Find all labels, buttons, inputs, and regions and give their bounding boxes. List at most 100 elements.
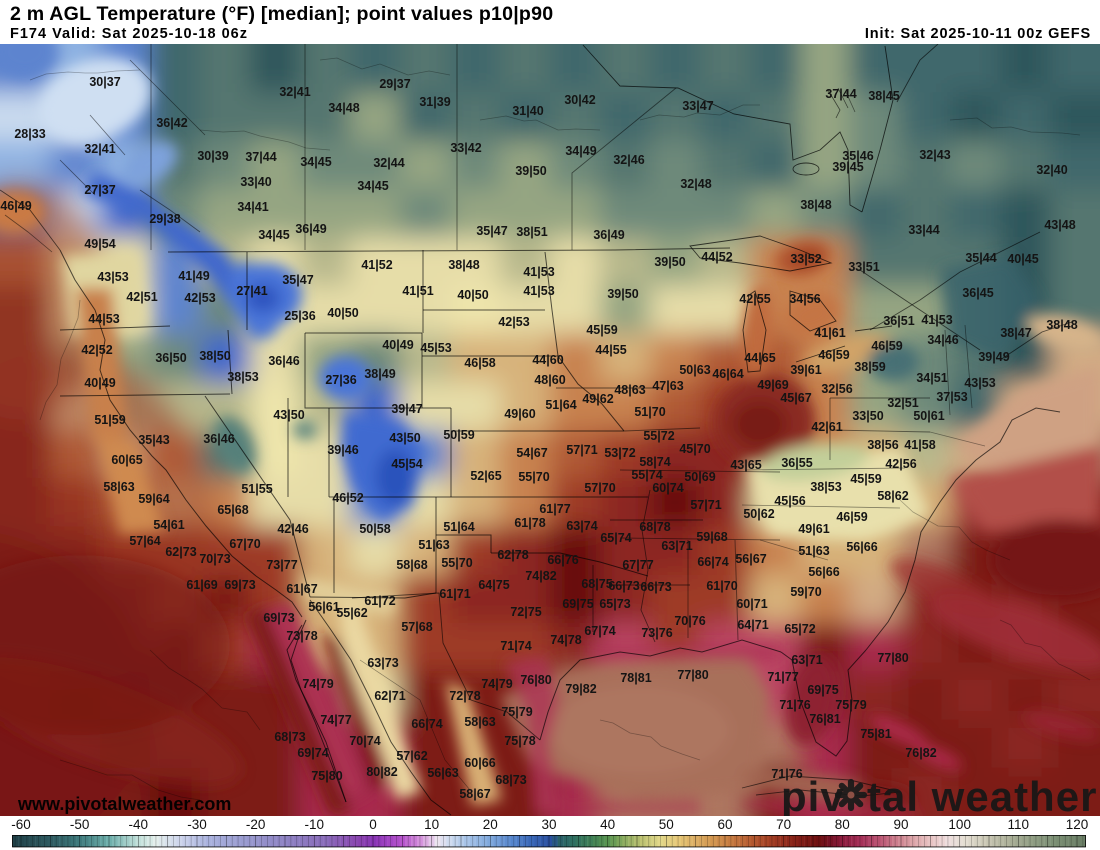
svg-text:37|53: 37|53 <box>936 390 967 404</box>
svg-text:46|52: 46|52 <box>332 491 363 505</box>
svg-text:67|74: 67|74 <box>584 624 615 638</box>
svg-text:42|53: 42|53 <box>184 291 215 305</box>
svg-text:59|70: 59|70 <box>790 585 821 599</box>
svg-text:74|78: 74|78 <box>550 633 581 647</box>
svg-text:57|71: 57|71 <box>690 498 721 512</box>
svg-text:74|82: 74|82 <box>525 569 556 583</box>
svg-text:74|77: 74|77 <box>320 713 351 727</box>
svg-text:34|48: 34|48 <box>328 101 359 115</box>
svg-text:46|58: 46|58 <box>464 356 495 370</box>
svg-text:50|59: 50|59 <box>443 428 474 442</box>
svg-text:43|53: 43|53 <box>97 270 128 284</box>
svg-text:36|45: 36|45 <box>962 286 993 300</box>
svg-text:72|78: 72|78 <box>449 689 480 703</box>
svg-text:30|39: 30|39 <box>197 149 228 163</box>
svg-text:32|51: 32|51 <box>887 396 918 410</box>
svg-text:52|65: 52|65 <box>470 469 501 483</box>
svg-text:44|65: 44|65 <box>744 351 775 365</box>
svg-text:50|62: 50|62 <box>743 507 774 521</box>
svg-text:42|61: 42|61 <box>811 420 842 434</box>
svg-text:55|62: 55|62 <box>336 606 367 620</box>
svg-text:38|48: 38|48 <box>1046 318 1077 332</box>
svg-text:34|45: 34|45 <box>258 228 289 242</box>
svg-text:67|77: 67|77 <box>622 558 653 572</box>
svg-text:34|45: 34|45 <box>357 179 388 193</box>
svg-text:36|49: 36|49 <box>593 228 624 242</box>
svg-text:39|45: 39|45 <box>832 160 863 174</box>
svg-text:69|75: 69|75 <box>807 683 838 697</box>
svg-text:75|80: 75|80 <box>311 769 342 783</box>
svg-text:42|56: 42|56 <box>885 457 916 471</box>
svg-text:38|51: 38|51 <box>516 225 547 239</box>
svg-text:40|50: 40|50 <box>327 306 358 320</box>
svg-text:38|45: 38|45 <box>868 89 899 103</box>
svg-text:76|81: 76|81 <box>809 712 840 726</box>
svg-text:63|73: 63|73 <box>367 656 398 670</box>
svg-text:51|59: 51|59 <box>94 413 125 427</box>
svg-text:46|59: 46|59 <box>836 510 867 524</box>
svg-text:59|68: 59|68 <box>696 530 727 544</box>
svg-text:46|59: 46|59 <box>871 339 902 353</box>
svg-text:49|60: 49|60 <box>504 407 535 421</box>
svg-text:45|56: 45|56 <box>774 494 805 508</box>
svg-text:41|49: 41|49 <box>178 269 209 283</box>
svg-text:36|42: 36|42 <box>156 116 187 130</box>
svg-text:57|62: 57|62 <box>396 749 427 763</box>
svg-text:32|56: 32|56 <box>821 382 852 396</box>
svg-text:68|73: 68|73 <box>274 730 305 744</box>
svg-text:tal weather: tal weather <box>867 773 1097 816</box>
svg-text:43|48: 43|48 <box>1044 218 1075 232</box>
svg-text:51|64: 51|64 <box>443 520 474 534</box>
svg-text:65|74: 65|74 <box>600 531 631 545</box>
svg-text:38|47: 38|47 <box>1000 326 1031 340</box>
svg-text:46|59: 46|59 <box>818 348 849 362</box>
svg-text:42|53: 42|53 <box>498 315 529 329</box>
svg-text:42|51: 42|51 <box>126 290 157 304</box>
svg-text:42|46: 42|46 <box>277 522 308 536</box>
svg-text:34|45: 34|45 <box>300 155 331 169</box>
svg-text:53|72: 53|72 <box>604 446 635 460</box>
svg-text:40|50: 40|50 <box>457 288 488 302</box>
svg-text:62|71: 62|71 <box>374 689 405 703</box>
svg-text:36|46: 36|46 <box>268 354 299 368</box>
svg-text:45|54: 45|54 <box>391 457 422 471</box>
svg-text:56|66: 56|66 <box>846 540 877 554</box>
svg-text:28|33: 28|33 <box>14 127 45 141</box>
svg-text:58|62: 58|62 <box>877 489 908 503</box>
svg-text:69|75: 69|75 <box>562 597 593 611</box>
svg-text:63|71: 63|71 <box>791 653 822 667</box>
svg-text:61|69: 61|69 <box>186 578 217 592</box>
svg-text:41|53: 41|53 <box>523 265 554 279</box>
svg-text:45|59: 45|59 <box>850 472 881 486</box>
svg-text:79|82: 79|82 <box>565 682 596 696</box>
svg-text:69|73: 69|73 <box>224 578 255 592</box>
svg-text:32|48: 32|48 <box>680 177 711 191</box>
svg-text:25|36: 25|36 <box>284 309 315 323</box>
svg-text:58|63: 58|63 <box>103 480 134 494</box>
svg-text:70|76: 70|76 <box>674 614 705 628</box>
svg-text:43|50: 43|50 <box>389 431 420 445</box>
svg-text:50|69: 50|69 <box>684 470 715 484</box>
svg-text:61|70: 61|70 <box>706 579 737 593</box>
svg-text:71|74: 71|74 <box>500 639 531 653</box>
svg-text:54|61: 54|61 <box>153 518 184 532</box>
svg-text:31|39: 31|39 <box>419 95 450 109</box>
svg-text:77|80: 77|80 <box>677 668 708 682</box>
svg-text:75|78: 75|78 <box>504 734 535 748</box>
svg-text:39|50: 39|50 <box>654 255 685 269</box>
svg-text:76|80: 76|80 <box>520 673 551 687</box>
svg-text:57|68: 57|68 <box>401 620 432 634</box>
svg-text:45|59: 45|59 <box>586 323 617 337</box>
svg-text:39|50: 39|50 <box>607 287 638 301</box>
svg-text:31|40: 31|40 <box>512 104 543 118</box>
svg-text:30|37: 30|37 <box>89 75 120 89</box>
svg-text:77|80: 77|80 <box>877 651 908 665</box>
svg-text:38|48: 38|48 <box>448 258 479 272</box>
svg-text:49|61: 49|61 <box>798 522 829 536</box>
svg-text:36|50: 36|50 <box>155 351 186 365</box>
svg-text:75|79: 75|79 <box>835 698 866 712</box>
svg-text:45|67: 45|67 <box>780 391 811 405</box>
svg-text:32|40: 32|40 <box>1036 163 1067 177</box>
svg-text:36|49: 36|49 <box>295 222 326 236</box>
svg-text:41|61: 41|61 <box>814 326 845 340</box>
